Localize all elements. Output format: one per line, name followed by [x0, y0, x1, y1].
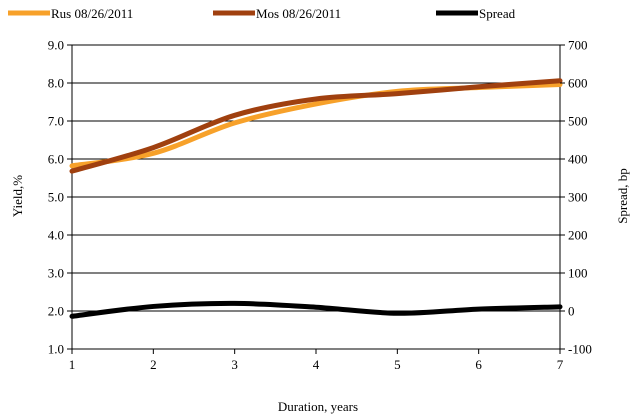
- y2-tick-label: 700: [568, 38, 588, 53]
- y-tick-label: 4.0: [48, 228, 64, 243]
- y2-tick-label: 500: [568, 114, 588, 129]
- series-line-3: [69, 300, 563, 319]
- x-tick-label: 6: [475, 357, 482, 372]
- y-tick-label: 7.0: [48, 114, 64, 129]
- y-axis-title: Yield,%: [10, 175, 25, 217]
- x-tick-label: 7: [557, 357, 564, 372]
- y-tick-label: 1.0: [48, 342, 64, 357]
- y-tick-label: 3.0: [48, 266, 64, 281]
- x-axis-title: Duration, years: [278, 399, 358, 414]
- y2-tick-label: 200: [568, 228, 588, 243]
- legend: Rus 08/26/2011 Mos 08/26/2011 Spread: [8, 6, 516, 21]
- y2-tick-label: 0: [568, 304, 575, 319]
- y2-tick-label: 600: [568, 76, 588, 91]
- y-tick-label: 6.0: [48, 152, 64, 167]
- legend-label-1: Rus 08/26/2011: [51, 6, 133, 21]
- x-tick-label: 5: [394, 357, 401, 372]
- y-tick-label: 8.0: [48, 76, 64, 91]
- y2-axis-title: Spread, bp: [615, 168, 630, 224]
- y-tick-label: 5.0: [48, 190, 64, 205]
- y2-tick-label: -100: [568, 342, 592, 357]
- x-tick-label: 3: [231, 357, 238, 372]
- series-lines: [69, 78, 563, 319]
- legend-label-3: Spread: [479, 6, 516, 21]
- series-line-2: [69, 78, 563, 174]
- gridlines: [72, 44, 560, 350]
- tick-labels: 9.0 8.0 7.0 6.0 5.0 4.0 3.0 2.0 1.0 700 600 500 400 3…: [48, 38, 592, 373]
- y-tick-label: 9.0: [48, 38, 64, 53]
- y2-tick-label: 100: [568, 266, 588, 281]
- y-tick-label: 2.0: [48, 304, 64, 319]
- y2-tick-label: 300: [568, 190, 588, 205]
- x-tick-label: 1: [69, 357, 76, 372]
- x-tick-label: 2: [150, 357, 157, 372]
- y2-tick-label: 400: [568, 152, 588, 167]
- legend-label-2: Mos 08/26/2011: [256, 6, 341, 21]
- x-tick-label: 4: [313, 357, 320, 372]
